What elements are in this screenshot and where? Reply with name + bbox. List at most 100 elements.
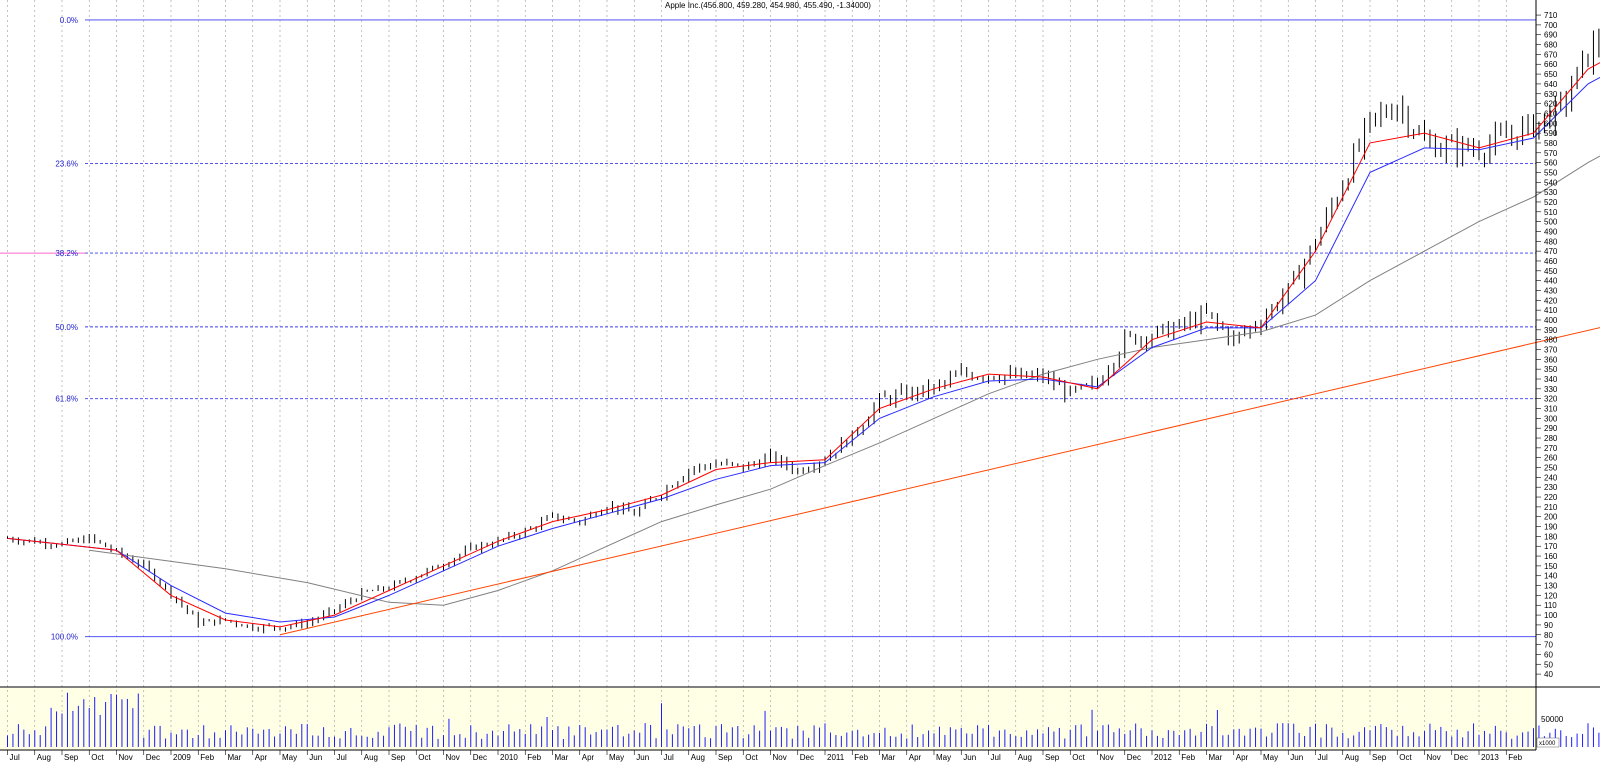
month-label: Oct (418, 753, 431, 762)
price-tick-label: 290 (1544, 424, 1558, 433)
month-label: Dec (1454, 753, 1468, 762)
price-tick-label: 90 (1544, 621, 1553, 630)
price-tick-label: 590 (1544, 129, 1558, 138)
month-label: Sep (391, 753, 406, 762)
price-tick-label: 310 (1544, 405, 1558, 414)
month-label: Jun (963, 753, 976, 762)
fibonacci-levels: 0.0% 23.6% 38.2% 50.0% 61.8% 100.0% (0, 16, 1536, 642)
price-tick-label: 570 (1544, 149, 1558, 158)
price-tick-label: 220 (1544, 493, 1558, 502)
month-label: May (936, 753, 951, 762)
month-label: Dec (1127, 753, 1141, 762)
month-label: Feb (527, 753, 541, 762)
price-tick-label: 560 (1544, 159, 1558, 168)
price-tick-label: 230 (1544, 483, 1558, 492)
price-tick-label: 190 (1544, 523, 1558, 532)
month-label: Feb (200, 753, 214, 762)
price-tick-label: 550 (1544, 168, 1558, 177)
month-label: Aug (37, 753, 51, 762)
month-label: Aug (1345, 753, 1359, 762)
price-tick-label: 390 (1544, 326, 1558, 335)
price-tick-label: 710 (1544, 11, 1558, 20)
volume-unit-label: x1000 (1539, 741, 1556, 747)
price-tick-label: 580 (1544, 139, 1558, 148)
price-tick-label: 120 (1544, 591, 1558, 600)
month-label: Jul (10, 753, 20, 762)
price-tick-label: 610 (1544, 109, 1558, 118)
price-tick-label: 140 (1544, 572, 1558, 581)
fib-label: 38.2% (55, 249, 78, 258)
price-tick-label: 540 (1544, 178, 1558, 187)
price-tick-label: 680 (1544, 41, 1558, 50)
month-label: Aug (691, 753, 705, 762)
price-tick-label: 350 (1544, 365, 1558, 374)
ma-red-line (7, 62, 1600, 628)
month-label: Dec (473, 753, 487, 762)
month-label: Feb (1508, 753, 1522, 762)
month-label: May (282, 753, 297, 762)
trendline (279, 327, 1600, 636)
month-label: Apr (909, 753, 922, 762)
month-label: Nov (1100, 753, 1114, 762)
price-tick-label: 240 (1544, 473, 1558, 482)
month-label: Mar (555, 753, 569, 762)
price-tick-label: 320 (1544, 395, 1558, 404)
month-label: Jun (636, 753, 649, 762)
month-label: May (1263, 753, 1278, 762)
price-tick-label: 150 (1544, 562, 1558, 571)
month-label: Sep (1045, 753, 1060, 762)
month-label: Sep (64, 753, 79, 762)
moving-averages (7, 62, 1600, 628)
month-label: Jul (991, 753, 1001, 762)
month-label: 2013 (1481, 753, 1499, 762)
price-tick-label: 110 (1544, 601, 1557, 610)
month-label: Apr (255, 753, 268, 762)
month-label: Oct (1399, 753, 1412, 762)
price-tick-label: 170 (1544, 542, 1558, 551)
month-label: 2012 (1154, 753, 1172, 762)
price-tick-label: 630 (1544, 90, 1558, 99)
price-tick-label: 370 (1544, 346, 1558, 355)
volume-panel-background (0, 688, 1536, 750)
price-tick-label: 50 (1544, 660, 1553, 669)
price-tick-label: 270 (1544, 444, 1558, 453)
price-tick-label: 130 (1544, 582, 1558, 591)
price-tick-label: 200 (1544, 513, 1558, 522)
chart-title: Apple Inc.(456.800, 459.280, 454.980, 45… (665, 1, 871, 10)
month-gridlines (7, 0, 1507, 750)
price-tick-label: 330 (1544, 385, 1558, 394)
price-tick-label: 410 (1544, 306, 1558, 315)
month-label: Dec (800, 753, 814, 762)
month-label: Feb (854, 753, 868, 762)
price-tick-label: 480 (1544, 237, 1558, 246)
price-tick-label: 620 (1544, 100, 1558, 109)
price-tick-label: 650 (1544, 70, 1558, 79)
price-tick-label: 430 (1544, 286, 1558, 295)
month-label: Jun (309, 753, 322, 762)
support-trendline (279, 327, 1600, 636)
price-tick-label: 440 (1544, 277, 1558, 286)
fib-label: 23.6% (55, 160, 78, 169)
price-tick-label: 40 (1544, 670, 1553, 679)
volume-tick-label: 50000 (1541, 715, 1564, 724)
month-label: Feb (1181, 753, 1195, 762)
price-tick-label: 500 (1544, 218, 1558, 227)
price-tick-label: 300 (1544, 414, 1558, 423)
price-tick-label: 700 (1544, 21, 1558, 30)
month-label: 2009 (173, 753, 191, 762)
fib-label: 0.0% (60, 16, 78, 25)
price-tick-label: 60 (1544, 650, 1553, 659)
month-label: Nov (119, 753, 133, 762)
price-tick-label: 250 (1544, 464, 1558, 473)
ma-gray-line (89, 155, 1600, 606)
month-label: Jul (1318, 753, 1328, 762)
price-tick-label: 490 (1544, 227, 1558, 236)
month-label: Sep (718, 753, 733, 762)
month-label: Nov (446, 753, 460, 762)
price-tick-label: 400 (1544, 316, 1558, 325)
price-tick-label: 70 (1544, 641, 1553, 650)
price-tick-label: 340 (1544, 375, 1558, 384)
month-label: Oct (91, 753, 104, 762)
month-label: Oct (745, 753, 758, 762)
